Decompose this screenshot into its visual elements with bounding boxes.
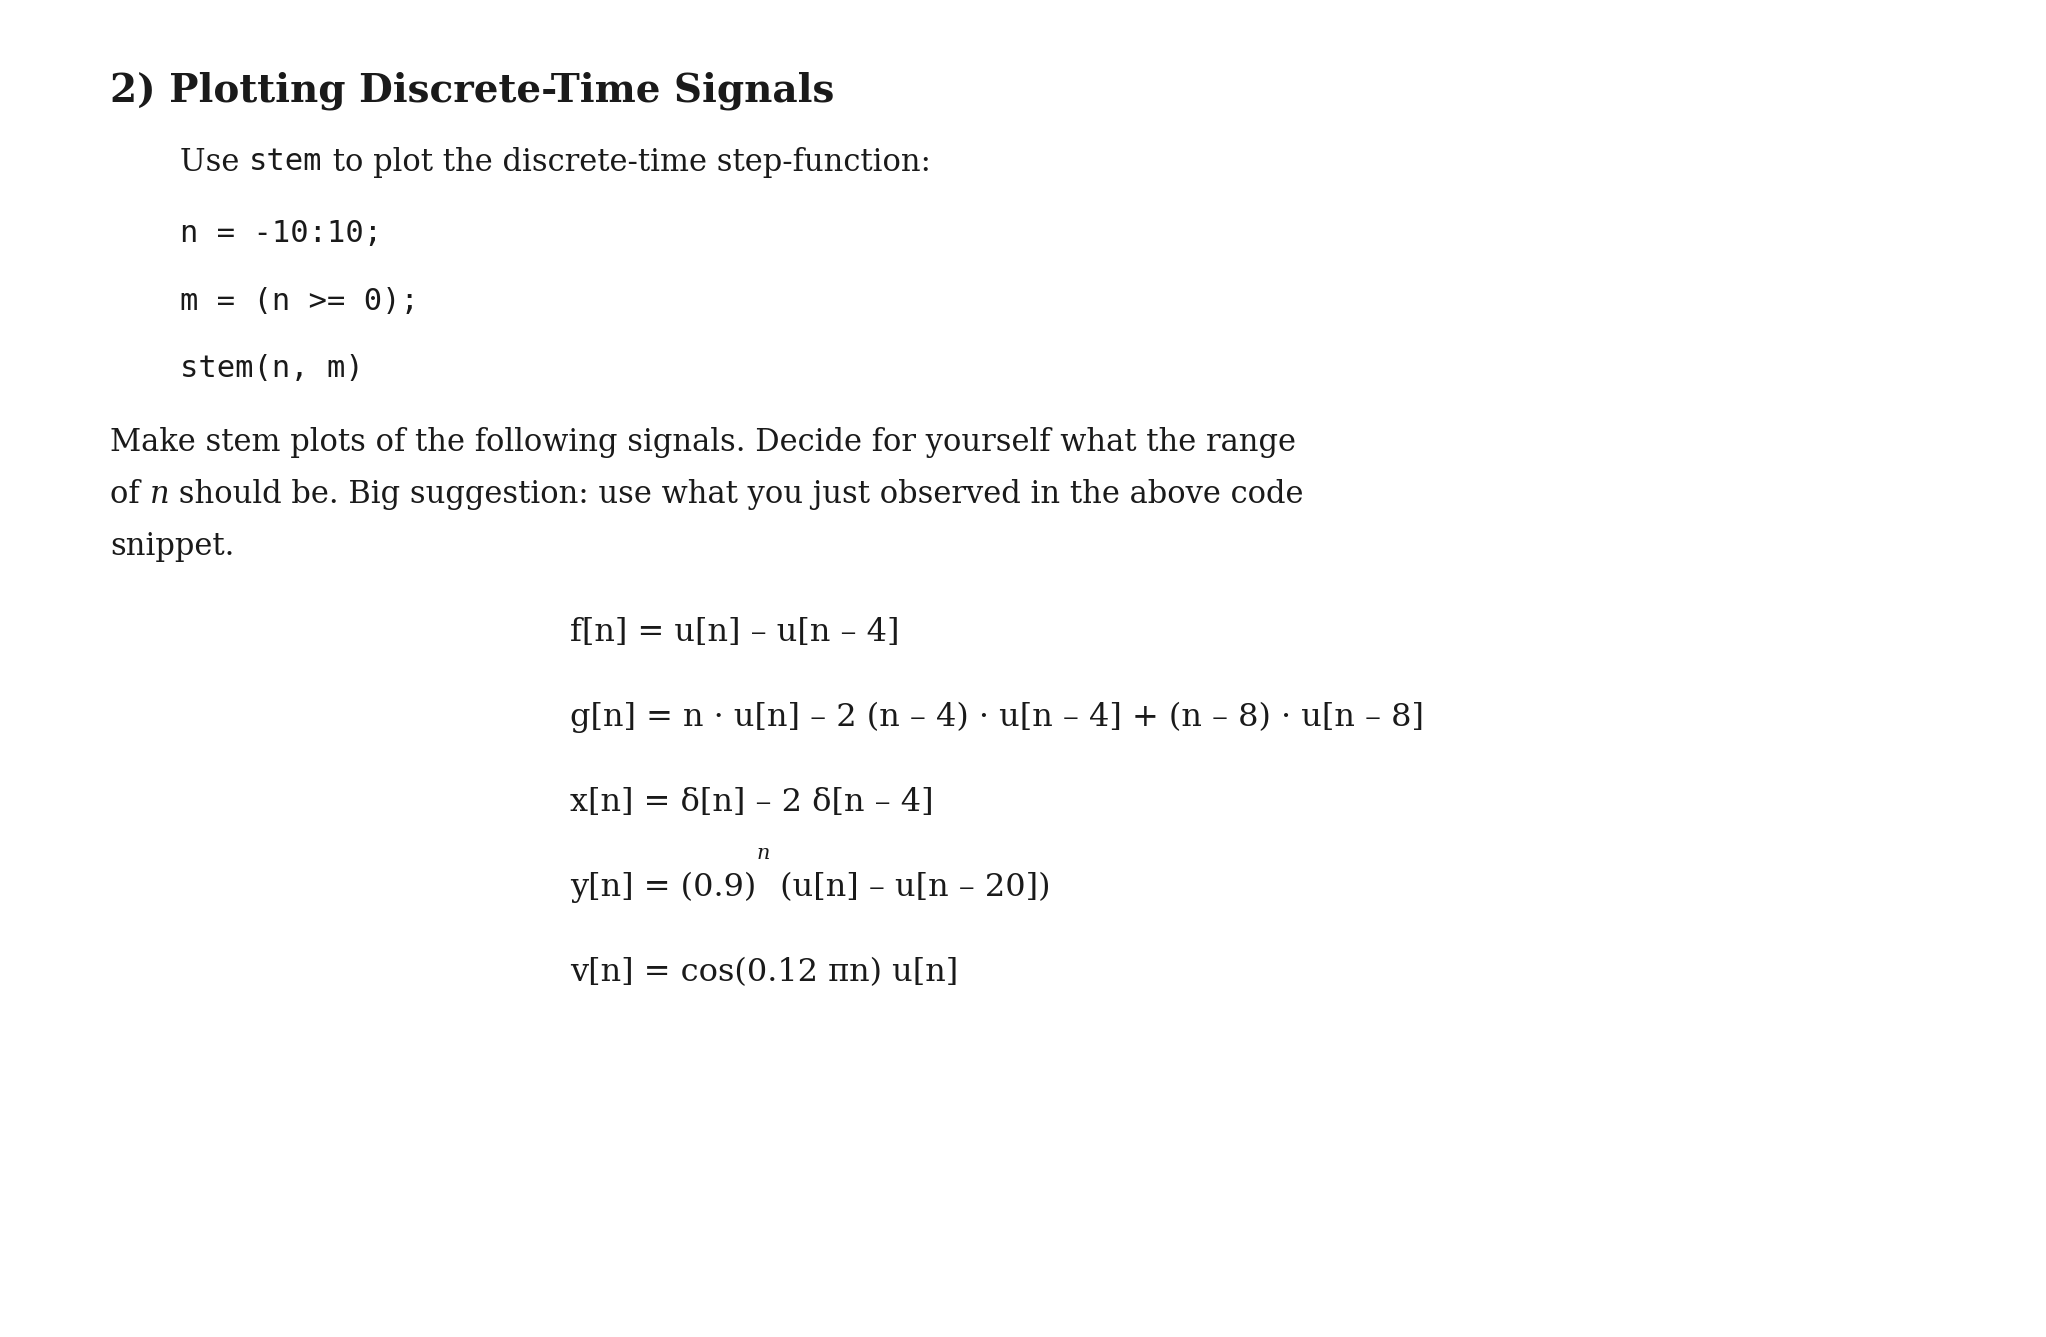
Text: snippet.: snippet. (110, 531, 235, 562)
Text: y[n] = (0.9): y[n] = (0.9) (571, 872, 757, 904)
Text: v[n] = cos(0.12 πn) u[n]: v[n] = cos(0.12 πn) u[n] (571, 957, 958, 988)
Text: stem(n, m): stem(n, m) (180, 354, 364, 382)
Text: g[n] = n · u[n] – 2 (n – 4) · u[n – 4] + (n – 8) · u[n – 8]: g[n] = n · u[n] – 2 (n – 4) · u[n – 4] +… (571, 702, 1424, 733)
Text: Make stem plots of the following signals. Decide for yourself what the range: Make stem plots of the following signals… (110, 427, 1295, 459)
Text: n: n (149, 479, 170, 509)
Text: (u[n] – u[n – 20]): (u[n] – u[n – 20]) (769, 872, 1050, 902)
Text: Use: Use (180, 147, 250, 178)
Text: stem: stem (250, 147, 323, 176)
Text: of: of (110, 479, 149, 509)
Text: n: n (757, 844, 769, 862)
Text: to plot the discrete-time step-function:: to plot the discrete-time step-function: (323, 147, 931, 178)
Text: f[n] = u[n] – u[n – 4]: f[n] = u[n] – u[n – 4] (571, 616, 900, 648)
Text: 2) Plotting Discrete-Time Signals: 2) Plotting Discrete-Time Signals (110, 72, 835, 111)
Text: m = (n >= 0);: m = (n >= 0); (180, 287, 419, 316)
Text: should be. Big suggestion: use what you just observed in the above code: should be. Big suggestion: use what you … (170, 479, 1303, 509)
Text: x[n] = δ[n] – 2 δ[n – 4]: x[n] = δ[n] – 2 δ[n – 4] (571, 787, 933, 818)
Text: n = -10:10;: n = -10:10; (180, 219, 383, 247)
